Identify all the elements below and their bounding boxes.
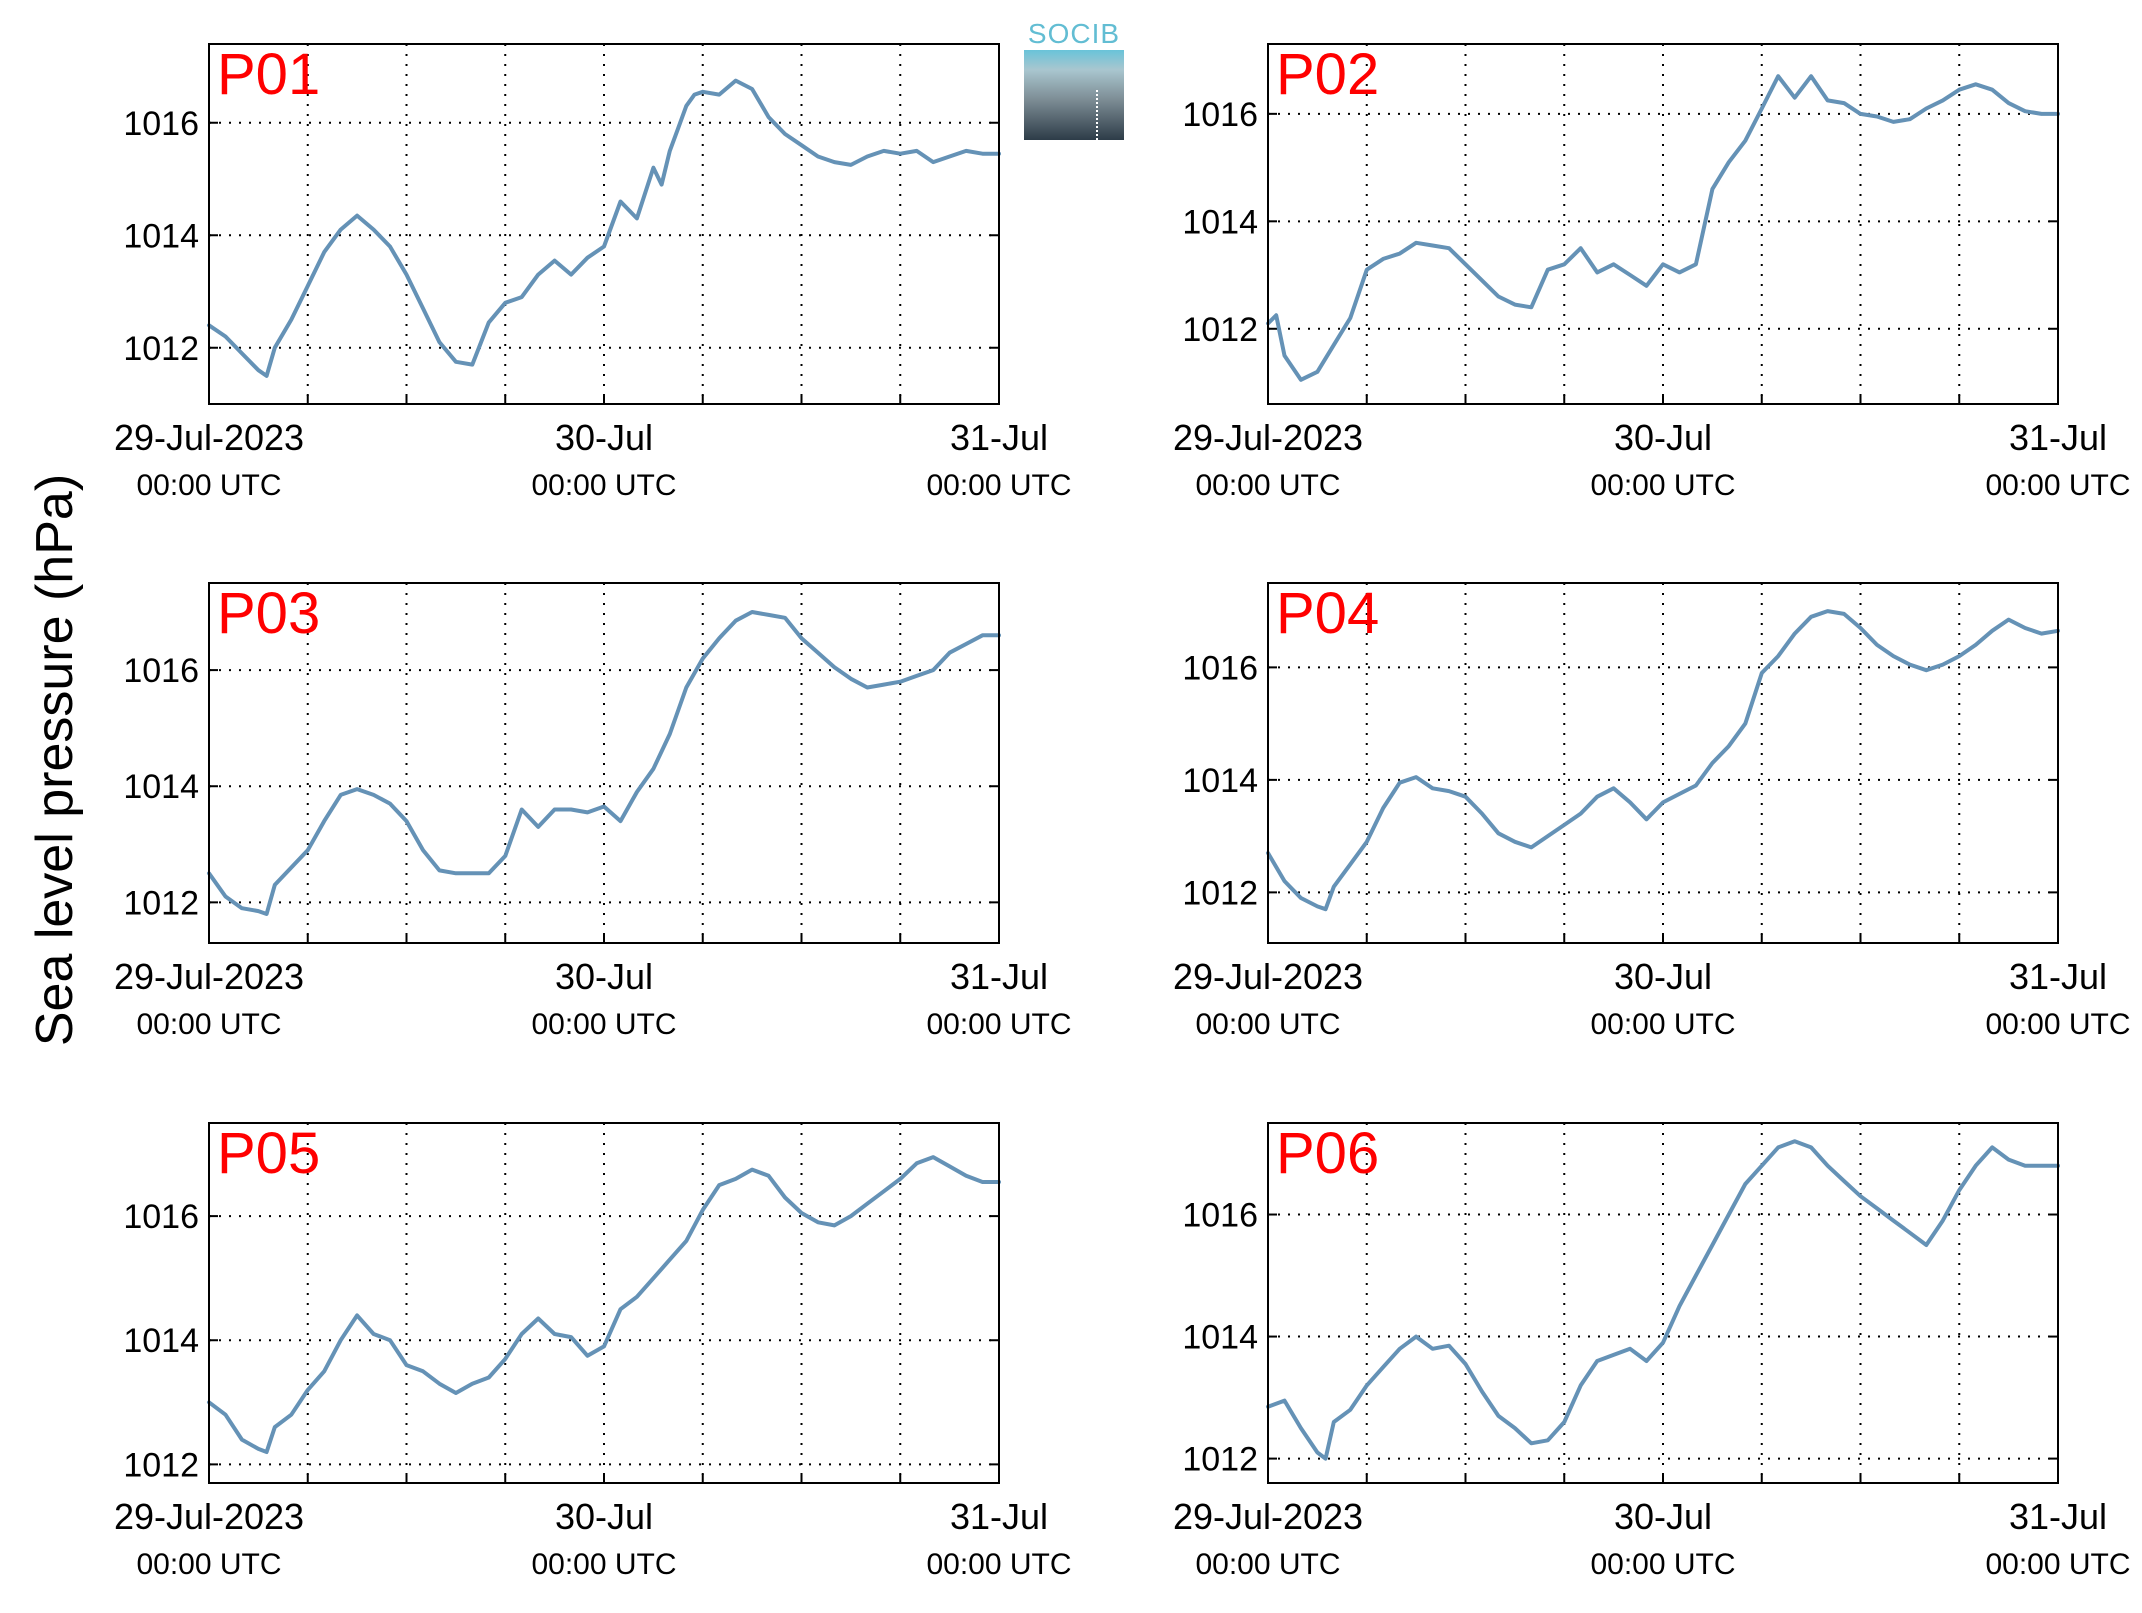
logo-text: SOCIB [1027,18,1121,49]
y-tick-label: 1012 [123,884,199,922]
y-tick-label: 1016 [1182,96,1258,134]
panel-label: P06 [1276,1121,1379,1186]
x-tick-sublabel: 00:00 UTC [1195,469,1340,502]
x-tick-label: 31-Jul [2009,956,2107,997]
x-tick-sublabel: 00:00 UTC [1590,469,1735,502]
y-tick-label: 1016 [123,1198,199,1236]
y-tick-label: 1016 [1182,649,1258,687]
chart-panel-p01: 1012 1014 1016 29-Jul-2023 00:00 UTC 30-Jul 00… [114,42,1072,502]
y-tick-label: 1012 [123,330,199,368]
x-tick-sublabel: 00:00 UTC [1985,1008,2130,1041]
panel-label: P05 [217,1121,320,1186]
panel-label: P01 [217,42,320,107]
chart-panel-p04: 1012 1014 1016 29-Jul-2023 00:00 UTC 30-Jul 00… [1173,581,2131,1041]
chart-panel-p06: 1012 1014 1016 29-Jul-2023 00:00 UTC 30-Jul 00… [1173,1121,2131,1581]
x-tick-label: 31-Jul [950,956,1048,997]
x-tick-label: 30-Jul [555,956,653,997]
x-tick-label: 30-Jul [1614,956,1712,997]
axes-frame [208,1122,1000,1484]
y-tick-label: 1014 [1182,762,1258,800]
series-line [207,78,1001,378]
y-tick-label: 1016 [1182,1197,1258,1235]
x-tick-label: 31-Jul [950,417,1048,458]
x-tick-sublabel: 00:00 UTC [531,1548,676,1581]
y-tick-label: 1014 [123,768,199,806]
x-tick-label: 30-Jul [1614,1496,1712,1537]
x-tick-sublabel: 00:00 UTC [531,1008,676,1041]
x-tick-sublabel: 00:00 UTC [926,469,1071,502]
panel-label: P03 [217,581,320,646]
x-tick-label: 31-Jul [950,1496,1048,1537]
axes-frame [1267,1122,2059,1484]
x-tick-label: 29-Jul-2023 [114,1496,304,1537]
y-tick-label: 1016 [123,105,199,143]
x-tick-label: 29-Jul-2023 [1173,956,1363,997]
x-tick-label: 30-Jul [1614,417,1712,458]
y-tick-label: 1012 [1182,1441,1258,1479]
chart-panel-p05: 1012 1014 1016 29-Jul-2023 00:00 UTC 30-Jul 00… [114,1121,1072,1581]
x-tick-label: 29-Jul-2023 [1173,417,1363,458]
x-tick-label: 31-Jul [2009,1496,2107,1537]
x-tick-label: 31-Jul [2009,417,2107,458]
x-tick-sublabel: 00:00 UTC [1195,1548,1340,1581]
y-tick-label: 1014 [123,217,199,255]
x-tick-label: 30-Jul [555,1496,653,1537]
series-line [207,610,1001,916]
series-line [207,1155,1001,1454]
x-tick-label: 29-Jul-2023 [1173,1496,1363,1537]
axes-frame [1267,582,2059,944]
x-tick-sublabel: 00:00 UTC [1590,1008,1735,1041]
x-tick-sublabel: 00:00 UTC [136,1548,281,1581]
logo-graphic [1024,50,1124,140]
chart-panel-p02: 1012 1014 1016 29-Jul-2023 00:00 UTC 30-Jul 00… [1173,42,2131,502]
x-tick-sublabel: 00:00 UTC [1985,1548,2130,1581]
y-tick-label: 1012 [1182,874,1258,912]
x-tick-label: 30-Jul [555,417,653,458]
y-tick-label: 1016 [123,652,199,690]
y-tick-label: 1014 [123,1322,199,1360]
x-tick-sublabel: 00:00 UTC [1195,1008,1340,1041]
panel-label: P02 [1276,42,1379,107]
series-line [1266,74,2060,382]
x-tick-sublabel: 00:00 UTC [926,1008,1071,1041]
socib-logo: SOCIB [1024,18,1124,140]
x-tick-sublabel: 00:00 UTC [1590,1548,1735,1581]
axes-frame [208,582,1000,944]
x-tick-sublabel: 00:00 UTC [136,1008,281,1041]
series-line [1266,1139,2060,1461]
x-tick-sublabel: 00:00 UTC [531,469,676,502]
x-tick-sublabel: 00:00 UTC [926,1548,1071,1581]
x-tick-label: 29-Jul-2023 [114,956,304,997]
y-axis-label: Sea level pressure (hPa) [26,473,84,1047]
x-tick-sublabel: 00:00 UTC [1985,469,2130,502]
y-tick-label: 1012 [1182,311,1258,349]
x-tick-sublabel: 00:00 UTC [136,469,281,502]
y-tick-label: 1014 [1182,1319,1258,1357]
series-line [1266,609,2060,912]
panel-label: P04 [1276,581,1379,646]
x-tick-label: 29-Jul-2023 [114,417,304,458]
y-tick-label: 1012 [123,1446,199,1484]
axes-frame [1267,43,2059,405]
chart-panel-p03: 1012 1014 1016 29-Jul-2023 00:00 UTC 30-Jul 00… [114,581,1072,1041]
axes-frame [208,43,1000,405]
y-tick-label: 1014 [1182,203,1258,241]
